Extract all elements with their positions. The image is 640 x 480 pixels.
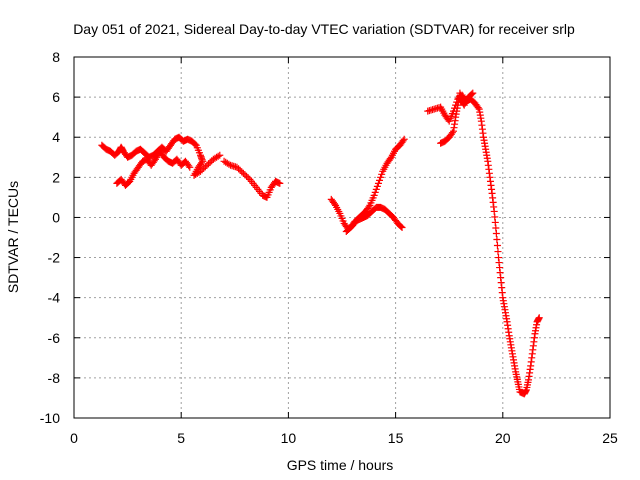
data-point <box>241 171 249 179</box>
data-point <box>535 314 543 322</box>
data-point <box>371 188 379 196</box>
data-point <box>492 229 500 237</box>
y-tick-label: 0 <box>52 209 60 225</box>
data-point <box>474 104 482 112</box>
y-tick-label: 8 <box>52 49 60 65</box>
data-point <box>330 200 338 208</box>
data-point <box>225 160 233 168</box>
data-point <box>236 166 244 174</box>
data-point <box>214 152 222 160</box>
data-point <box>468 90 476 98</box>
data-point <box>376 176 384 184</box>
data-point <box>216 151 224 159</box>
data-point <box>373 182 381 190</box>
data-point <box>372 185 380 193</box>
data-point <box>203 161 211 169</box>
y-tick-label: 4 <box>52 129 60 145</box>
data-point <box>494 248 502 256</box>
plot-frame <box>73 56 611 419</box>
chart-title: Day 051 of 2021, Sidereal Day-to-day VTE… <box>73 21 575 37</box>
x-axis-title: GPS time / hours <box>287 457 394 473</box>
data-point <box>206 158 214 166</box>
y-tick-label: 2 <box>52 169 60 185</box>
data-point <box>386 155 394 163</box>
data-point <box>374 179 382 187</box>
x-tick-label: 5 <box>177 430 185 446</box>
data-points <box>98 89 543 398</box>
data-series <box>424 91 543 398</box>
y-tick-label: -6 <box>48 330 61 346</box>
data-point <box>186 163 194 171</box>
data-point <box>191 140 199 148</box>
y-tick-label: -4 <box>48 290 61 306</box>
data-point <box>397 222 405 230</box>
data-series <box>342 203 406 235</box>
data-point <box>238 168 246 176</box>
x-tick-label: 25 <box>602 430 618 446</box>
y-tick-label: -10 <box>40 410 60 426</box>
data-point <box>150 157 158 165</box>
data-point <box>201 163 209 171</box>
data-point <box>378 170 386 178</box>
y-axis-title: SDTVAR / TECUs <box>5 181 21 293</box>
x-tick-label: 20 <box>495 430 511 446</box>
data-point <box>493 242 501 250</box>
data-series <box>113 147 194 189</box>
data-point <box>377 173 385 181</box>
data-point <box>448 129 456 137</box>
axis-ticks <box>73 56 611 419</box>
data-point <box>239 169 247 177</box>
data-point <box>365 203 373 211</box>
data-point <box>233 163 241 171</box>
data-point <box>493 236 501 244</box>
data-point <box>185 162 193 170</box>
data-point <box>276 179 284 187</box>
data-point <box>200 164 208 172</box>
x-tick-labels: 0 5 10 15 20 25 <box>70 430 618 446</box>
data-point <box>195 162 203 170</box>
data-point <box>198 166 206 174</box>
y-tick-label: -2 <box>48 250 61 266</box>
x-tick-label: 10 <box>281 430 297 446</box>
data-point <box>205 160 213 168</box>
x-tick-label: 0 <box>70 430 78 446</box>
data-point <box>398 223 406 231</box>
y-tick-labels: 8 6 4 2 0 -2 -4 -6 -8 -10 <box>40 49 60 426</box>
data-series <box>220 157 284 201</box>
x-tick-label: 15 <box>388 430 404 446</box>
data-point <box>400 135 408 143</box>
y-tick-label: 6 <box>52 89 60 105</box>
data-point <box>244 174 252 182</box>
y-tick-label: -8 <box>48 370 61 386</box>
data-series <box>437 89 477 147</box>
data-point <box>399 137 407 145</box>
data-point <box>469 89 477 97</box>
data-point <box>235 165 243 173</box>
data-point <box>243 172 251 180</box>
grid-lines <box>74 57 610 418</box>
data-point <box>370 191 378 199</box>
data-point <box>196 167 204 175</box>
